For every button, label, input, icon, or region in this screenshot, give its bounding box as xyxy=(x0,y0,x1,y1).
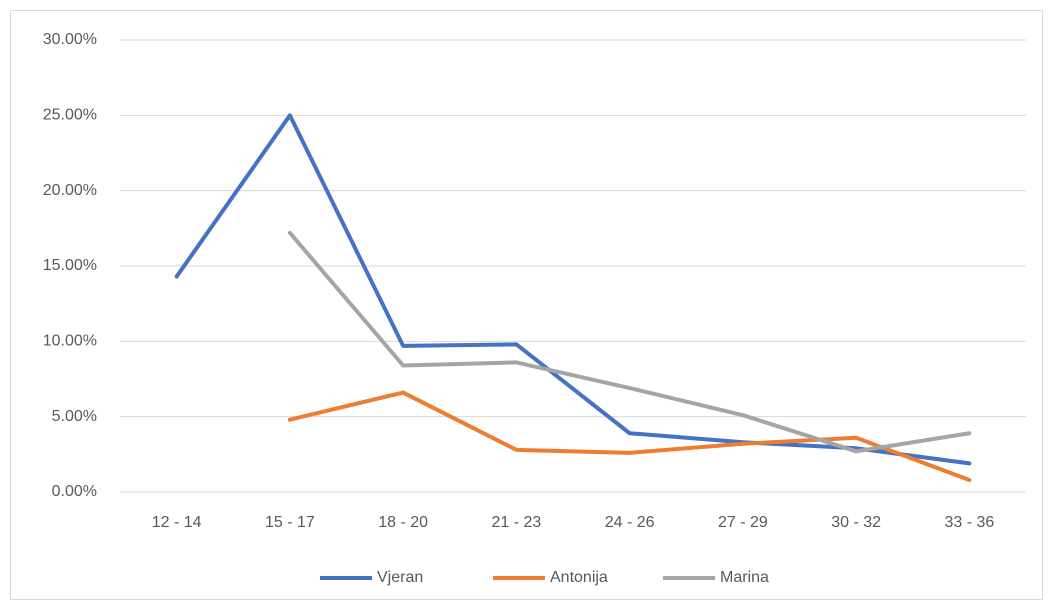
x-tick-label: 30 - 32 xyxy=(831,514,881,531)
y-tick-label: 30.00% xyxy=(43,31,97,48)
legend-label: Antonija xyxy=(550,569,608,586)
x-tick-label: 21 - 23 xyxy=(491,514,541,531)
x-tick-label: 18 - 20 xyxy=(378,514,428,531)
series-line xyxy=(287,390,972,482)
x-tick-label: 27 - 29 xyxy=(718,514,768,531)
legend-label: Marina xyxy=(720,569,769,586)
y-tick-label: 10.00% xyxy=(43,333,97,350)
x-tick-label: 33 - 36 xyxy=(944,514,994,531)
y-tick-label: 15.00% xyxy=(43,257,97,274)
series-line xyxy=(287,230,972,454)
chart-border xyxy=(10,10,1043,600)
legend-label: Vjeran xyxy=(377,569,423,586)
y-tick-label: 0.00% xyxy=(52,483,97,500)
x-tick-label: 15 - 17 xyxy=(265,514,315,531)
y-tick-label: 5.00% xyxy=(52,408,97,425)
x-tick-label: 12 - 14 xyxy=(152,514,202,531)
x-tick-label: 24 - 26 xyxy=(605,514,655,531)
y-tick-label: 25.00% xyxy=(43,107,97,124)
y-tick-label: 20.00% xyxy=(43,182,97,199)
